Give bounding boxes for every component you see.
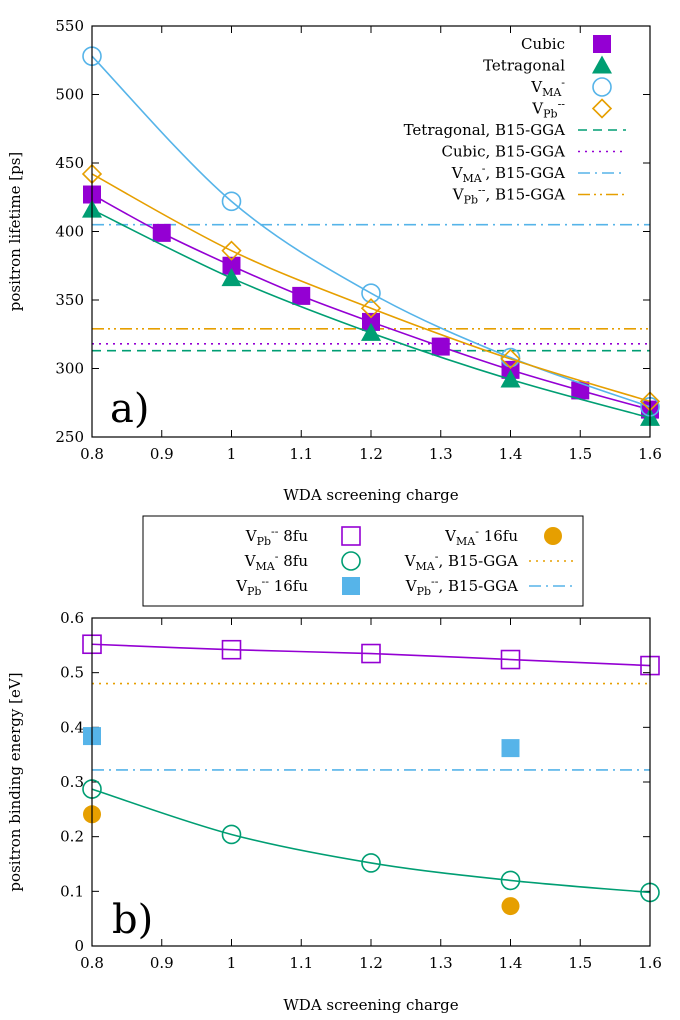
data-point xyxy=(501,897,520,916)
data-point xyxy=(361,643,381,664)
x-tick-label: 1.3 xyxy=(429,445,453,463)
legend-label: VPb--, B15-GGA xyxy=(452,184,565,207)
data-point xyxy=(152,223,171,242)
x-tick-label: 1.2 xyxy=(359,445,383,463)
legend-label: Cubic xyxy=(521,35,565,53)
x-axis-label: WDA screening charge xyxy=(283,996,458,1014)
data-point xyxy=(571,381,590,400)
data-point xyxy=(500,369,521,388)
y-tick-label: 300 xyxy=(55,360,84,378)
legend-label: VMA- 8fu xyxy=(244,550,309,573)
legend-marker xyxy=(342,577,360,595)
data-point xyxy=(221,824,242,845)
legend-marker xyxy=(591,98,613,119)
legend-marker xyxy=(544,527,562,545)
y-tick-label: 400 xyxy=(55,223,84,241)
x-tick-label: 1.5 xyxy=(568,445,592,463)
y-axis-label: positron lifetime [ps] xyxy=(6,152,24,312)
x-tick-label: 0.9 xyxy=(150,445,174,463)
y-tick-label: 0.2 xyxy=(60,828,84,846)
chart-panel-a: 0.8 0.9 1 1.1 1.2 1.3 1.4 1.5 1.6 250 300 350 400 450… xyxy=(6,17,662,504)
legend-marker xyxy=(592,55,612,74)
legend-label: VPb-- xyxy=(531,98,565,121)
data-point xyxy=(221,639,242,660)
panel-label: a) xyxy=(110,386,149,432)
legend-label: Cubic, B15-GGA xyxy=(442,143,566,161)
x-tick-label: 1.5 xyxy=(568,954,592,972)
x-tick-label: 1 xyxy=(227,445,237,463)
x-tick-label: 0.8 xyxy=(80,445,104,463)
data-point xyxy=(360,298,382,319)
y-tick-label: 0 xyxy=(74,937,84,955)
data-point xyxy=(500,649,521,670)
x-tick-label: 1.6 xyxy=(638,445,662,463)
data-point xyxy=(362,312,380,331)
x-tick-label: 1.6 xyxy=(638,954,662,972)
x-tick-label: 1 xyxy=(227,954,237,972)
data-point xyxy=(221,240,242,261)
legend-label: VPb-- 16fu xyxy=(235,575,308,598)
data-point xyxy=(431,337,450,356)
panel-label: b) xyxy=(112,897,153,943)
y-tick-label: 450 xyxy=(55,154,84,172)
legend-marker xyxy=(592,77,612,97)
legend-label: VMA- 16fu xyxy=(444,525,518,548)
series-line xyxy=(91,643,651,667)
legend-label: VPb-- 8fu xyxy=(245,525,309,548)
legend-marker xyxy=(341,551,361,571)
series-line xyxy=(91,55,651,408)
y-tick-label: 350 xyxy=(55,291,84,309)
y-tick-label: 0.4 xyxy=(60,718,84,736)
data-point xyxy=(292,286,311,305)
data-point xyxy=(361,853,381,873)
y-tick-label: 500 xyxy=(55,86,84,104)
legend-marker xyxy=(593,35,611,53)
x-tick-label: 1.2 xyxy=(359,954,383,972)
series-line xyxy=(91,788,651,894)
legend-label: Tetragonal xyxy=(483,57,565,75)
x-tick-label: 1.4 xyxy=(499,445,523,463)
chart-panel-b: 0.8 0.9 1 1.1 1.2 1.3 1.4 1.5 1.6 0 0.1 0.2 0.3 0.4 0.… xyxy=(6,515,662,1014)
data-point xyxy=(361,283,381,303)
y-tick-label: 0.1 xyxy=(60,882,84,900)
x-tick-label: 0.9 xyxy=(150,954,174,972)
legend-label: VMA-, B15-GGA xyxy=(451,162,565,185)
legend-label: VMA-, B15-GGA xyxy=(404,550,518,573)
legend-marker xyxy=(341,526,361,546)
y-tick-label: 250 xyxy=(55,428,84,446)
y-tick-label: 0.5 xyxy=(60,664,84,682)
data-point xyxy=(500,870,521,891)
x-tick-label: 1.1 xyxy=(289,445,313,463)
plot-frame xyxy=(91,25,651,438)
y-tick-label: 0.3 xyxy=(60,773,84,791)
data-point xyxy=(221,268,242,287)
plot-frame xyxy=(91,617,651,947)
legend-label: VPb--, B15-GGA xyxy=(405,575,518,598)
data-point xyxy=(500,347,521,368)
data-point xyxy=(361,322,381,341)
x-tick-label: 1.4 xyxy=(499,954,523,972)
data-point xyxy=(501,739,520,758)
y-tick-label: 0.6 xyxy=(60,609,84,627)
x-tick-label: 0.8 xyxy=(80,954,104,972)
data-point xyxy=(221,191,242,212)
series-line xyxy=(91,173,651,403)
data-point xyxy=(222,256,241,275)
legend-box xyxy=(142,515,584,607)
x-tick-label: 1.1 xyxy=(289,954,313,972)
y-tick-label: 550 xyxy=(55,17,84,35)
data-point xyxy=(500,348,521,370)
legend-label: Tetragonal, B15-GGA xyxy=(404,121,566,139)
y-axis-label: positron binding energy [eV] xyxy=(6,672,24,891)
legend-label: VMA- xyxy=(530,76,565,99)
x-tick-label: 1.3 xyxy=(429,954,453,972)
x-axis-label: WDA screening charge xyxy=(283,486,458,504)
